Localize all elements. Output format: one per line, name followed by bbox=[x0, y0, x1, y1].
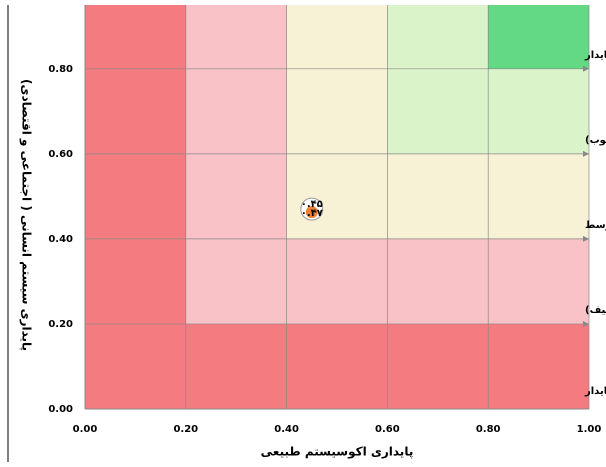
zone bbox=[488, 5, 589, 69]
y-tick-label: 0.20 bbox=[48, 319, 73, 330]
point bbox=[305, 206, 318, 219]
zone-label: پایداری بالقوه ( خوب) bbox=[585, 135, 606, 146]
zone bbox=[387, 323, 489, 409]
zone bbox=[387, 238, 489, 324]
arrow-head bbox=[583, 235, 589, 242]
zone bbox=[85, 323, 186, 409]
zone-label: پایدار bbox=[584, 50, 606, 61]
zone bbox=[286, 68, 388, 154]
zone bbox=[286, 153, 388, 239]
zone bbox=[85, 5, 186, 69]
y-tick-label: 0.40 bbox=[48, 234, 73, 245]
zone bbox=[387, 5, 489, 69]
zone bbox=[488, 323, 589, 409]
zone bbox=[85, 238, 186, 324]
y-axis-label: پایداری سیستم انسانی ( اجتماعی و اقتصادی… bbox=[19, 79, 34, 351]
arrow-head bbox=[583, 150, 589, 157]
zone bbox=[387, 153, 489, 239]
y-tick-label: 0.60 bbox=[48, 149, 73, 160]
zone bbox=[488, 68, 589, 154]
y-tick-label: 0.80 bbox=[48, 64, 73, 75]
zone bbox=[286, 238, 388, 324]
y-tick-label: 0.00 bbox=[48, 404, 73, 415]
arrow-head bbox=[583, 320, 589, 327]
zone bbox=[185, 153, 287, 239]
zone bbox=[185, 68, 287, 154]
x-tick-label: 0.60 bbox=[375, 424, 400, 435]
zone bbox=[185, 238, 287, 324]
point-x-label: ۰.۴۵ bbox=[301, 199, 323, 210]
zone bbox=[387, 68, 489, 154]
zone-label: پایداری متوسط bbox=[585, 220, 606, 231]
zone bbox=[85, 153, 186, 239]
zone bbox=[286, 323, 388, 409]
x-tick-label: 1.00 bbox=[577, 424, 602, 435]
x-tick-label: 0.80 bbox=[476, 424, 501, 435]
zone bbox=[185, 5, 287, 69]
zone bbox=[488, 238, 589, 324]
zone-label: ناپایداری بالقوه ( ضعیف) bbox=[585, 305, 606, 316]
zone bbox=[185, 323, 287, 409]
x-tick-label: 0.20 bbox=[173, 424, 198, 435]
point-value-label: ۰.۴۷ bbox=[301, 208, 323, 219]
zone bbox=[488, 153, 589, 239]
zone bbox=[286, 5, 388, 69]
x-tick-label: 0.40 bbox=[274, 424, 299, 435]
x-axis-label: پایداری اکوسیستم طبیعی bbox=[261, 445, 414, 460]
zone bbox=[85, 68, 186, 154]
zone-label: ناپایدار bbox=[584, 386, 606, 397]
arrow-head bbox=[583, 65, 589, 72]
x-tick-label: 0.00 bbox=[73, 424, 98, 435]
